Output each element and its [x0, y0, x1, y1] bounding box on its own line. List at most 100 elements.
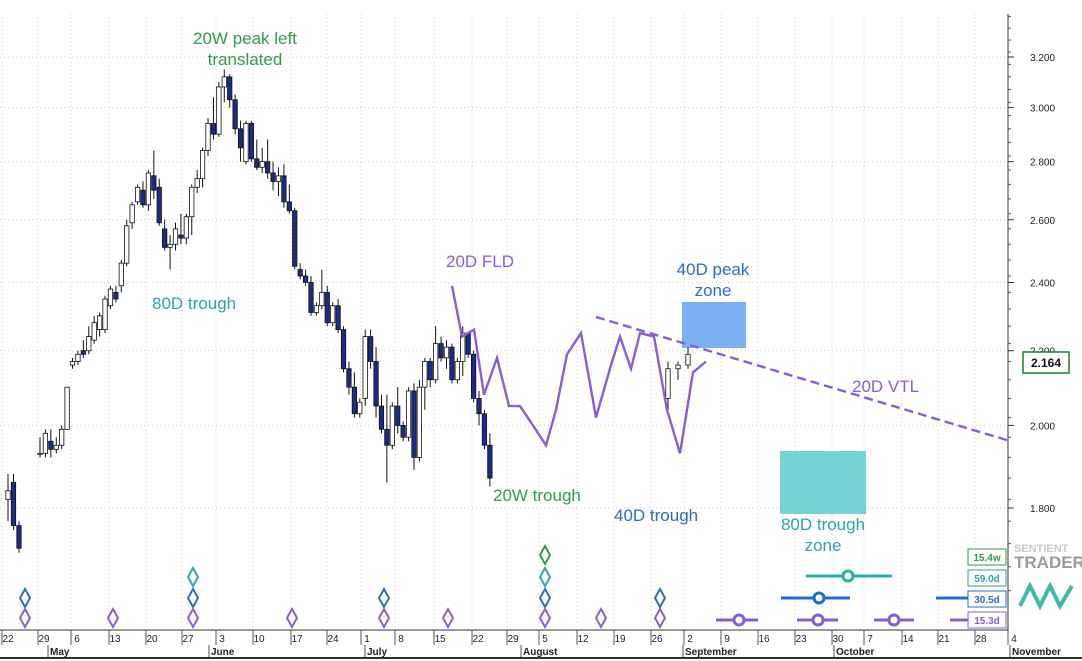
candle-body-79	[449, 346, 455, 381]
y-tick-label-3: 2.400	[1030, 279, 1055, 290]
x-tick-label-17: 19	[614, 634, 626, 645]
cycle-marker-30d-3	[538, 586, 552, 610]
cycle-marker-30d-0	[18, 586, 32, 610]
y-tick-label-6: 3.000	[1030, 104, 1055, 115]
x-tick-label-11: 8	[398, 634, 404, 645]
cycle-marker-15w-0	[538, 543, 552, 567]
candle-body-14	[97, 315, 103, 331]
x-tick-label-20: 9	[724, 634, 730, 645]
candles	[5, 69, 691, 553]
month-label-5: October	[836, 647, 874, 658]
annotation-80d-trough-zone: 80D trough zone	[781, 515, 865, 555]
candle-body-15	[102, 298, 108, 331]
candle-body-71	[405, 390, 412, 438]
candle-body-27	[167, 243, 173, 248]
cycle-marker-15d-7	[594, 606, 608, 630]
annotation-40d-trough: 40D trough	[614, 506, 698, 525]
candle-body-50	[292, 210, 298, 267]
cycle-legend-label-4: 15.3d	[974, 616, 1000, 627]
candle-body-49	[286, 201, 292, 212]
cycle-marker-15d-4	[377, 606, 391, 630]
cycle-legend-box-1	[967, 548, 1007, 566]
cycle-legend-box-2	[967, 569, 1007, 587]
candle-body-84	[476, 398, 482, 415]
cycle-legend-box-3	[967, 590, 1007, 608]
candle-body-80	[454, 361, 460, 381]
candle-body-86	[487, 444, 493, 479]
candle-body-57	[330, 305, 336, 324]
candle-body-21	[134, 186, 141, 203]
candle-body-61	[351, 386, 357, 415]
candle-body-33	[199, 150, 206, 180]
cycle-marker-15d-3	[285, 606, 299, 630]
x-tick-label-16: 12	[577, 634, 589, 645]
candle-body-18	[118, 262, 124, 287]
candle-body-85	[481, 413, 488, 446]
candle-body-64	[368, 336, 374, 362]
x-tick-label-6: 3	[219, 634, 225, 645]
candle-body-39	[232, 99, 238, 130]
watermark-logo	[1018, 581, 1074, 611]
x-tick-label-22: 23	[795, 634, 807, 645]
peak-zone-40d	[682, 302, 746, 348]
candle-body-8	[64, 386, 70, 430]
candle-body-3	[37, 452, 43, 455]
candle-body-48	[281, 175, 287, 203]
projection-15d-b-marker	[811, 613, 825, 627]
candle-body-75	[427, 361, 433, 381]
candle-body-73	[416, 386, 423, 458]
x-axis-day-ticks: 22 29 6 13 20 27 3 10 17 24 1 8 15 22 29 5 12 19 26 2 9 16 23 3…	[1, 630, 1017, 645]
candle-body-36	[216, 86, 222, 135]
y-tick-label-1: 2.000	[1030, 421, 1055, 432]
x-tick-label-9: 24	[327, 634, 339, 645]
cycle-projection-bars	[716, 569, 968, 627]
candle-body-70	[400, 425, 406, 438]
candle-body-81	[460, 332, 466, 362]
fld-20d-line	[450, 285, 707, 454]
candle-body-30	[183, 216, 189, 239]
projection-15d-a-marker	[732, 613, 746, 627]
candle-body-2	[16, 525, 22, 549]
month-label-3: August	[523, 647, 558, 658]
annotation-vtl: 20D VTL	[852, 377, 919, 396]
x-tick-label-25: 14	[902, 634, 914, 645]
cycle-legend-label-2: 59.0d	[974, 574, 1000, 585]
candle-body-29	[178, 234, 184, 239]
cycle-markers	[18, 543, 667, 630]
candle-body-35	[210, 123, 217, 135]
x-tick-label-18: 26	[651, 634, 663, 645]
annotation-80d-trough: 80D trough	[152, 294, 236, 313]
x-tick-label-24: 7	[867, 634, 873, 645]
x-tick-label-27: 28	[975, 634, 987, 645]
cycle-marker-59d-0	[186, 565, 200, 589]
candle-body-76	[433, 343, 439, 381]
candle-body-78	[443, 346, 450, 359]
projection-30d-marker	[812, 591, 826, 605]
candle-body-45	[265, 161, 271, 174]
candle-body-9	[69, 361, 76, 366]
candle-body-77	[438, 343, 444, 359]
candle-body-10	[75, 353, 81, 362]
candle-body-44	[259, 161, 265, 168]
projection-15d-c-marker	[887, 613, 901, 627]
candle-body-24	[151, 175, 157, 191]
candle-body-88	[675, 364, 681, 370]
y-axis: 1.8002.0002.2002.4002.6002.8003.0003.200…	[1007, 14, 1070, 630]
x-tick-label-8: 17	[291, 634, 303, 645]
x-tick-label-2: 6	[74, 634, 80, 645]
candle-body-69	[395, 405, 401, 426]
month-label-1: June	[211, 647, 235, 658]
last-price-label: 2.164	[1031, 356, 1061, 370]
cycle-legend: 15.4w 59.0d 30.5d 15.3d	[967, 548, 1007, 629]
x-tick-label-0: 22	[2, 634, 14, 645]
cycle-marker-15d-0	[18, 606, 32, 630]
candle-body-51	[297, 269, 303, 277]
candle-body-83	[470, 353, 477, 399]
annotation-20w-trough: 20W trough	[493, 486, 581, 505]
candle-body-37	[221, 76, 227, 88]
candle-body-41	[243, 123, 249, 163]
x-tick-label-13: 22	[472, 634, 484, 645]
month-label-4: September	[685, 647, 737, 658]
